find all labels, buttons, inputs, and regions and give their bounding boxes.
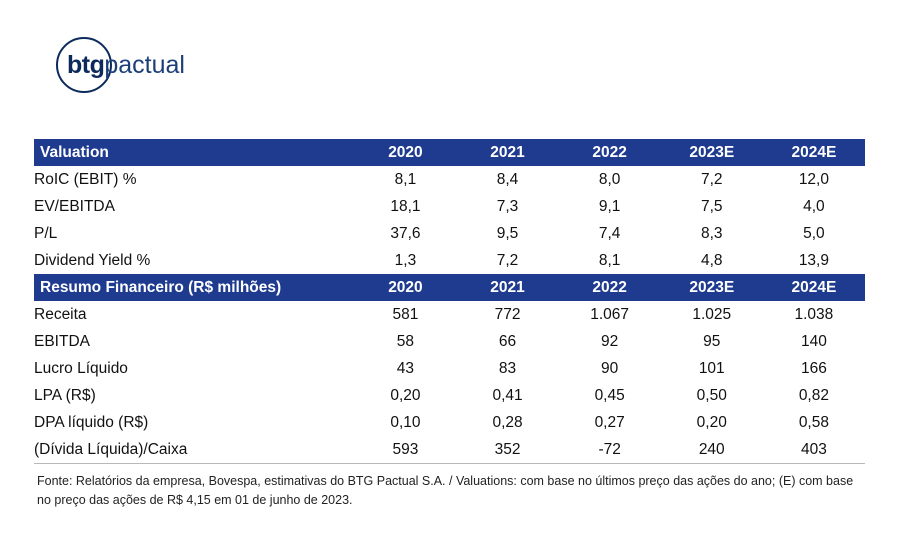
- table-cell: 8,4: [496, 171, 519, 188]
- table-cell: 58: [396, 333, 415, 350]
- year-header: 2021: [456, 139, 559, 166]
- table-cell: 0,50: [696, 387, 727, 404]
- year-header: 2024E: [762, 139, 865, 166]
- table-cell: -72: [558, 436, 661, 464]
- table-cell: 593: [354, 436, 457, 464]
- year-header: 2023E: [660, 139, 763, 166]
- table-cell: 4,0: [803, 198, 825, 215]
- table-row: RoIC (EBIT) % 8,1 8,4 8,0 7,2 12,0: [34, 166, 865, 193]
- table-cell: 7,4: [598, 225, 621, 242]
- table-cell: 1,3: [394, 252, 417, 269]
- table-cell: 4,8: [700, 252, 723, 269]
- table-row: DPA líquido (R$) 0,10 0,28 0,27 0,20 0,58: [34, 409, 865, 436]
- year-header: 2022: [558, 139, 661, 166]
- table-row: EBITDA 58 66 92 95 140: [34, 328, 865, 355]
- table-cell: 0,10: [390, 414, 421, 431]
- logo-text-light: pactual: [104, 50, 185, 79]
- table-cell: 0,27: [594, 414, 625, 431]
- table-cell: 240: [660, 436, 763, 464]
- year-header: 2020: [354, 139, 457, 166]
- row-label: Lucro Líquido: [34, 360, 128, 377]
- table-cell: 7,2: [700, 171, 723, 188]
- table-cell: 403: [762, 436, 865, 464]
- table-row: Lucro Líquido 43 83 90 101 166: [34, 355, 865, 382]
- table-row: Dividend Yield % 1,3 7,2 8,1 4,8 13,9: [34, 247, 865, 274]
- table-cell: 1.038: [794, 306, 834, 323]
- table-cell: 8,1: [598, 252, 621, 269]
- row-label: EV/EBITDA: [34, 198, 115, 215]
- table-cell: 90: [601, 360, 619, 377]
- footnote: Fonte: Relatórios da empresa, Bovespa, e…: [37, 474, 854, 507]
- table-cell: 43: [396, 360, 415, 377]
- table-cell: 1.067: [590, 306, 630, 323]
- table-cell: 1.025: [692, 306, 732, 323]
- table-cell: 0,82: [798, 387, 829, 404]
- table-cell: 8,3: [700, 225, 723, 242]
- year-header: 2021: [456, 274, 559, 301]
- table-cell: 13,9: [798, 252, 829, 269]
- btg-pactual-logo: btg pactual: [56, 37, 185, 93]
- table-cell: 0,41: [492, 387, 523, 404]
- valuation-header-row: Valuation 2020 2021 2022 2023E 2024E: [34, 139, 865, 166]
- table-cell: 140: [800, 333, 827, 350]
- row-label: P/L: [34, 225, 58, 242]
- financial_summary-title: Resumo Financeiro (R$ milhões): [34, 274, 355, 301]
- year-header: 2024E: [762, 274, 865, 301]
- table-cell: 7,2: [496, 252, 519, 269]
- table-cell: 101: [698, 360, 725, 377]
- table-cell: 18,1: [390, 198, 421, 215]
- row-label: EBITDA: [34, 333, 90, 350]
- table-cell: 0,28: [492, 414, 523, 431]
- table-row: Receita 581 772 1.067 1.025 1.038: [34, 301, 865, 328]
- table-cell: 0,45: [594, 387, 625, 404]
- table-cell: 0,20: [390, 387, 421, 404]
- row-label: (Dívida Líquida)/Caixa: [34, 436, 355, 464]
- logo-wordmark: btg pactual: [67, 37, 185, 93]
- table-cell: 37,6: [390, 225, 421, 242]
- table-cell: 581: [392, 306, 419, 323]
- year-header: 2022: [558, 274, 661, 301]
- row-label: LPA (R$): [34, 387, 96, 404]
- table-cell: 9,1: [598, 198, 621, 215]
- year-header: 2023E: [660, 274, 763, 301]
- table-cell: 8,1: [394, 171, 417, 188]
- table-cell: 0,58: [798, 414, 829, 431]
- financial-table: Valuation 2020 2021 2022 2023E 2024E RoIC (EBI…: [34, 139, 865, 464]
- table-cell: 5,0: [803, 225, 825, 242]
- table-row: LPA (R$) 0,20 0,41 0,45 0,50 0,82: [34, 382, 865, 409]
- table-cell: 166: [800, 360, 827, 377]
- table-row: EV/EBITDA 18,1 7,3 9,1 7,5 4,0: [34, 193, 865, 220]
- row-label: Dividend Yield %: [34, 252, 151, 269]
- table-row: P/L 37,6 9,5 7,4 8,3 5,0: [34, 220, 865, 247]
- row-label: RoIC (EBIT) %: [34, 171, 137, 188]
- table-cell: 12,0: [798, 171, 829, 188]
- logo-ring-icon: [56, 37, 112, 93]
- table-cell: 9,5: [496, 225, 519, 242]
- table-cell: 95: [703, 333, 721, 350]
- table-cell: 8,0: [598, 171, 621, 188]
- logo-text-strong: btg: [67, 50, 105, 79]
- table-cell: 92: [601, 333, 619, 350]
- table-cell: 0,20: [696, 414, 727, 431]
- row-label: Receita: [34, 306, 87, 323]
- table-cell: 7,3: [496, 198, 519, 215]
- table-row: (Dívida Líquida)/Caixa 593 352 -72 240 403: [34, 436, 865, 464]
- table-cell: 83: [498, 360, 517, 377]
- valuation-title: Valuation: [34, 139, 355, 166]
- financial_summary-header-row: Resumo Financeiro (R$ milhões) 2020 2021 20…: [34, 274, 865, 301]
- year-header: 2020: [354, 274, 457, 301]
- table-cell: 66: [498, 333, 517, 350]
- table-cell: 352: [456, 436, 559, 464]
- table-cell: 7,5: [700, 198, 723, 215]
- table-cell: 772: [494, 306, 521, 323]
- row-label: DPA líquido (R$): [34, 414, 149, 431]
